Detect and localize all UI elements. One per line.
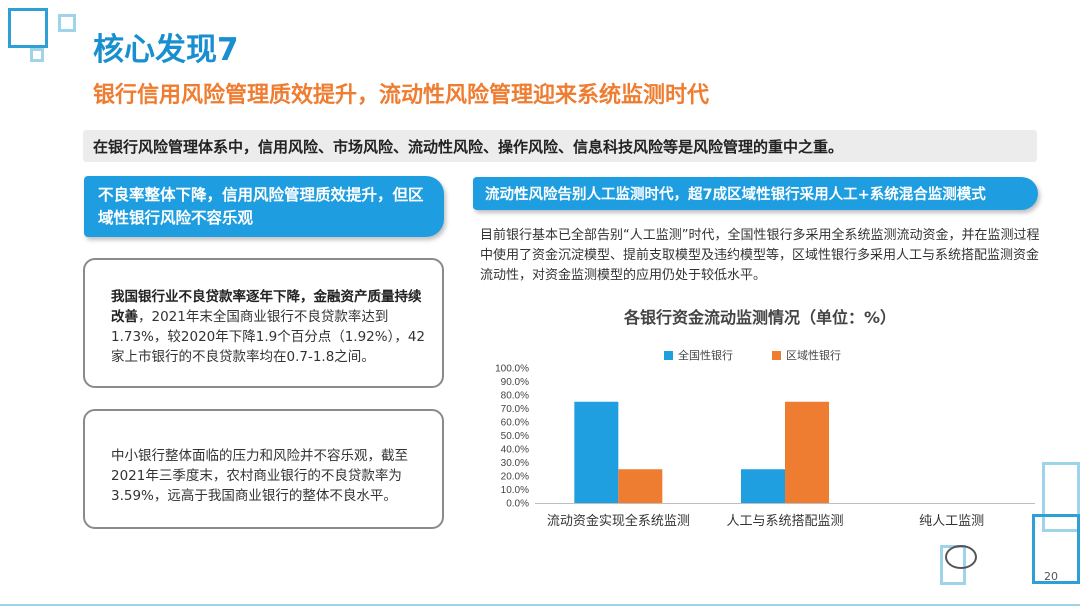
right-paragraph: 目前银行基本已全部告别“人工监测”时代，全国性银行多采用全系统监测流动资金，并在… xyxy=(480,228,1040,283)
chart-legend: 全国性银行 区域性银行 xyxy=(0,347,1080,363)
watermark-logo xyxy=(945,543,1025,577)
y-tick-label: 10.0% xyxy=(501,485,529,496)
bottom-line xyxy=(0,604,1080,606)
x-category-label: 流动资金实现全系统监测 xyxy=(547,513,690,529)
decor-square-bottom-right-2 xyxy=(1032,514,1080,584)
legend-item-regional: 区域性银行 xyxy=(772,347,841,363)
y-tick-label: 60.0% xyxy=(501,418,529,429)
legend-item-national: 全国性银行 xyxy=(664,347,733,363)
y-tick-label: 0.0% xyxy=(506,499,529,510)
npl-trend-box: 我国银行业不良贷款率逐年下降，金融资产质量持续改善，2021年末全国商业银行不良… xyxy=(83,258,444,388)
y-tick-label: 70.0% xyxy=(501,404,529,415)
decor-square-top-left-2 xyxy=(58,14,76,32)
legend-swatch-national xyxy=(664,350,673,360)
decor-square-bottom-right xyxy=(1042,462,1080,532)
page-number: 20 xyxy=(1044,570,1058,583)
decor-square-top-left xyxy=(8,8,48,48)
bar-national xyxy=(574,401,619,503)
legend-label-national: 全国性银行 xyxy=(678,349,733,362)
y-tick-label: 50.0% xyxy=(501,431,529,442)
summary-bar: 在银行风险管理体系中，信用风险、市场风险、流动性风险、操作风险、信息科技风险等是… xyxy=(83,130,1037,162)
legend-label-regional: 区域性银行 xyxy=(786,349,841,362)
legend-swatch-regional xyxy=(772,350,781,360)
y-tick-label: 30.0% xyxy=(501,458,529,469)
x-category-label: 人工与系统搭配监测 xyxy=(726,513,843,529)
page-subtitle: 银行信用风险管理质效提升，流动性风险管理迎来系统监测时代 xyxy=(93,83,710,108)
npl-trend-bold: 我国银行业不良贷款率逐年下降，金融资产质量持续改善 xyxy=(111,289,422,325)
left-section-heading: 不良率整体下降，信用风险管理质效提升，但区域性银行风险不容乐观 xyxy=(84,176,444,237)
small-bank-risk-box: 中小银行整体面临的压力和风险并不容乐观，截至2021年三季度末，农村商业银行的不… xyxy=(83,409,444,529)
y-tick-label: 20.0% xyxy=(501,472,529,483)
small-bank-risk-text: 中小银行整体面临的压力和风险并不容乐观，截至2021年三季度末，农村商业银行的不… xyxy=(111,448,408,504)
y-tick-label: 100.0% xyxy=(495,364,529,375)
chart-title: 各银行资金流动监测情况（单位：%） xyxy=(623,308,897,327)
bar-regional xyxy=(785,401,829,503)
y-tick-label: 40.0% xyxy=(501,445,529,456)
y-tick-label: 90.0% xyxy=(501,377,529,388)
page-title: 核心发现7 xyxy=(93,32,239,68)
x-category-label: 纯人工监测 xyxy=(919,514,984,529)
bar-national xyxy=(741,469,785,503)
right-section-heading: 流动性风险告别人工监测时代，超7成区域性银行采用人工+系统混合监测模式 xyxy=(473,177,1038,210)
npl-trend-text: ，2021年末全国商业银行不良贷款率达到1.73%，较2020年下降1.9个百分… xyxy=(111,309,426,365)
bar-regional xyxy=(618,469,663,503)
decor-square-top-left-3 xyxy=(30,48,44,62)
y-tick-label: 80.0% xyxy=(501,391,529,402)
